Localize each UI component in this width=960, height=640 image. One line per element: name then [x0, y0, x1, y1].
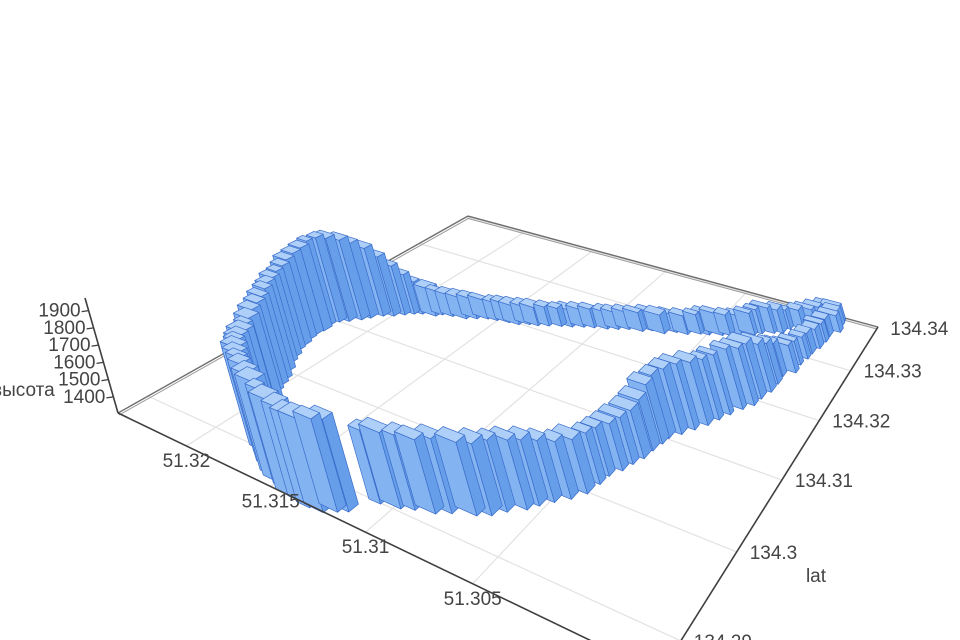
grid-line-lon	[303, 308, 783, 481]
z-axis-title: высота	[0, 380, 55, 401]
z-tick-label: 1600	[53, 352, 95, 373]
bar-top-face	[251, 280, 273, 290]
bar-top-face	[608, 394, 639, 411]
bar-top-face	[393, 424, 424, 441]
lat-tick-label: 51.31	[342, 537, 390, 558]
bar-3d[interactable]	[682, 307, 705, 335]
lon-axis-line	[680, 326, 879, 640]
bar-top-face	[647, 357, 671, 370]
z-tick-mark	[86, 327, 94, 330]
lat-axis-line	[117, 412, 592, 640]
axis-lines	[84, 297, 879, 640]
bar-top-face	[695, 345, 718, 356]
bar-3d[interactable]	[732, 305, 759, 336]
bar-top-face	[242, 293, 266, 304]
bar-3d[interactable]	[642, 304, 671, 335]
axis-labels: 51.32 51.315 51.31 51.305 134.34 134.33 134.32…	[0, 301, 949, 640]
bar-top-face	[597, 403, 627, 419]
bar-top-face	[265, 264, 284, 272]
bar-top-face	[539, 428, 563, 443]
z-tick-mark	[106, 396, 114, 399]
bar-top-face	[749, 299, 771, 309]
bar-3d[interactable]	[546, 301, 568, 327]
bar-top-face	[682, 307, 699, 316]
z-tick-label: 1400	[63, 387, 105, 408]
bar-top-face	[709, 339, 730, 350]
z-tick-mark	[91, 344, 99, 347]
bar-top-face	[579, 415, 602, 429]
z-axis-line	[84, 297, 119, 414]
bar-top-face	[742, 302, 759, 311]
lon-axis-title: lat	[806, 566, 827, 587]
bar-top-face	[296, 235, 313, 242]
bar-top-face	[784, 301, 803, 311]
bar-series	[219, 229, 847, 517]
bar-top-face	[546, 301, 562, 309]
z-tick-mark	[96, 361, 104, 364]
lon-tick-label: 134.29	[694, 632, 752, 640]
lat-tick-label: 51.315	[242, 492, 300, 513]
bar-top-face	[287, 239, 310, 249]
bar-3d[interactable]	[712, 306, 736, 336]
bar-3d[interactable]	[621, 304, 648, 332]
bar-top-face	[589, 410, 616, 425]
z-tick-label: 1700	[48, 335, 90, 356]
z-tick-label: 1900	[38, 301, 80, 322]
bar-3d[interactable]	[393, 424, 445, 515]
lat-tick-label: 51.305	[444, 589, 502, 610]
lat-tick-label: 51.32	[163, 451, 211, 472]
bar-top-face	[626, 371, 653, 386]
bar-top-face	[233, 366, 265, 382]
bar-top-face	[269, 257, 290, 267]
bar-top-face	[777, 332, 798, 342]
bar-top-face	[763, 300, 782, 311]
bar-top-face	[550, 423, 581, 441]
bar-top-face	[260, 391, 288, 407]
bar-top-face	[816, 306, 840, 317]
bar-top-face	[570, 421, 592, 434]
bar-3d[interactable]	[292, 404, 347, 513]
bar-top-face	[810, 310, 829, 320]
bar-top-face	[576, 301, 595, 310]
lon-tick-label: 134.32	[832, 412, 890, 433]
bar-top-face	[305, 231, 324, 239]
bar-top-face	[642, 304, 666, 316]
z-tick-mark	[101, 379, 109, 382]
z-tick-label: 1500	[58, 370, 100, 391]
z-tick-mark	[81, 310, 89, 313]
bar-top-face	[802, 314, 825, 325]
bar-top-face	[617, 385, 647, 401]
bar-top-face	[638, 363, 659, 376]
bar-top-face	[712, 306, 730, 316]
bar-top-face	[292, 404, 320, 420]
bar-top-face	[732, 305, 753, 314]
lon-tick-label: 134.31	[795, 471, 853, 492]
bar-top-face	[434, 426, 465, 443]
bar-top-face	[272, 251, 295, 261]
bar-top-face	[688, 350, 707, 360]
grid-line-lon	[147, 395, 681, 640]
bar-top-face	[718, 337, 743, 349]
bar-top-face	[671, 349, 697, 363]
bar-top-face	[280, 245, 301, 254]
bar-top-face	[787, 328, 806, 338]
bar-3d[interactable]	[434, 426, 486, 517]
lon-tick-label: 134.33	[864, 362, 922, 383]
bar-top-face	[487, 425, 515, 441]
lon-tick-label: 134.34	[890, 319, 949, 340]
lon-tick-label: 134.3	[750, 543, 798, 564]
z-tick-label: 1800	[43, 318, 85, 339]
bar-top-face	[792, 300, 815, 311]
bar-top-face	[621, 304, 642, 314]
